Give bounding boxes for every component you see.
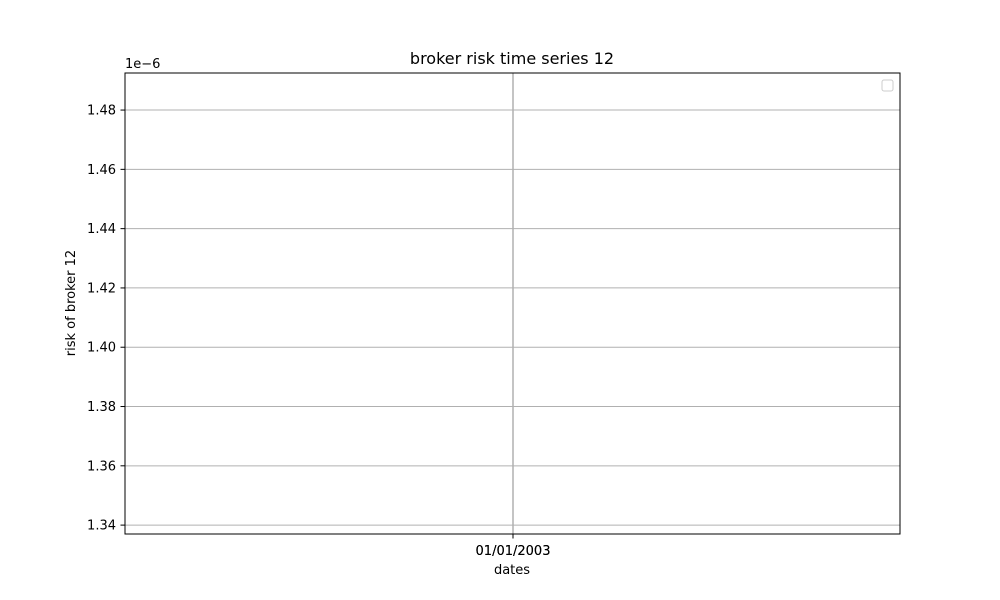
legend-box[interactable]	[881, 79, 894, 92]
y-tick-label: 1.34	[87, 519, 116, 534]
x-axis-ticks: 01/01/2003 01/01/2003	[476, 534, 551, 559]
y-tick-label: 1.42	[87, 281, 116, 296]
y-offset-label: 1e−6	[125, 57, 160, 72]
y-tick-label: 1.48	[87, 104, 116, 119]
y-tick-label: 1.40	[87, 341, 116, 356]
x-tick-label: 01/01/2003	[476, 544, 551, 559]
chart-title: broker risk time series 12	[410, 49, 614, 68]
x-tick-label: 01/01/2003	[476, 544, 551, 559]
y-axis-label: risk of broker 12	[64, 250, 79, 356]
y-axis-ticks: 1.34 1.36 1.38 1.40 1.42 1.44 1.46 1.48	[87, 104, 125, 534]
x-axis-label: dates	[494, 563, 530, 578]
y-tick-label: 1.36	[87, 459, 116, 474]
y-tick-label: 1.38	[87, 400, 116, 415]
y-tick-label: 1.46	[87, 163, 116, 178]
y-tick-label: 1.44	[87, 222, 116, 237]
